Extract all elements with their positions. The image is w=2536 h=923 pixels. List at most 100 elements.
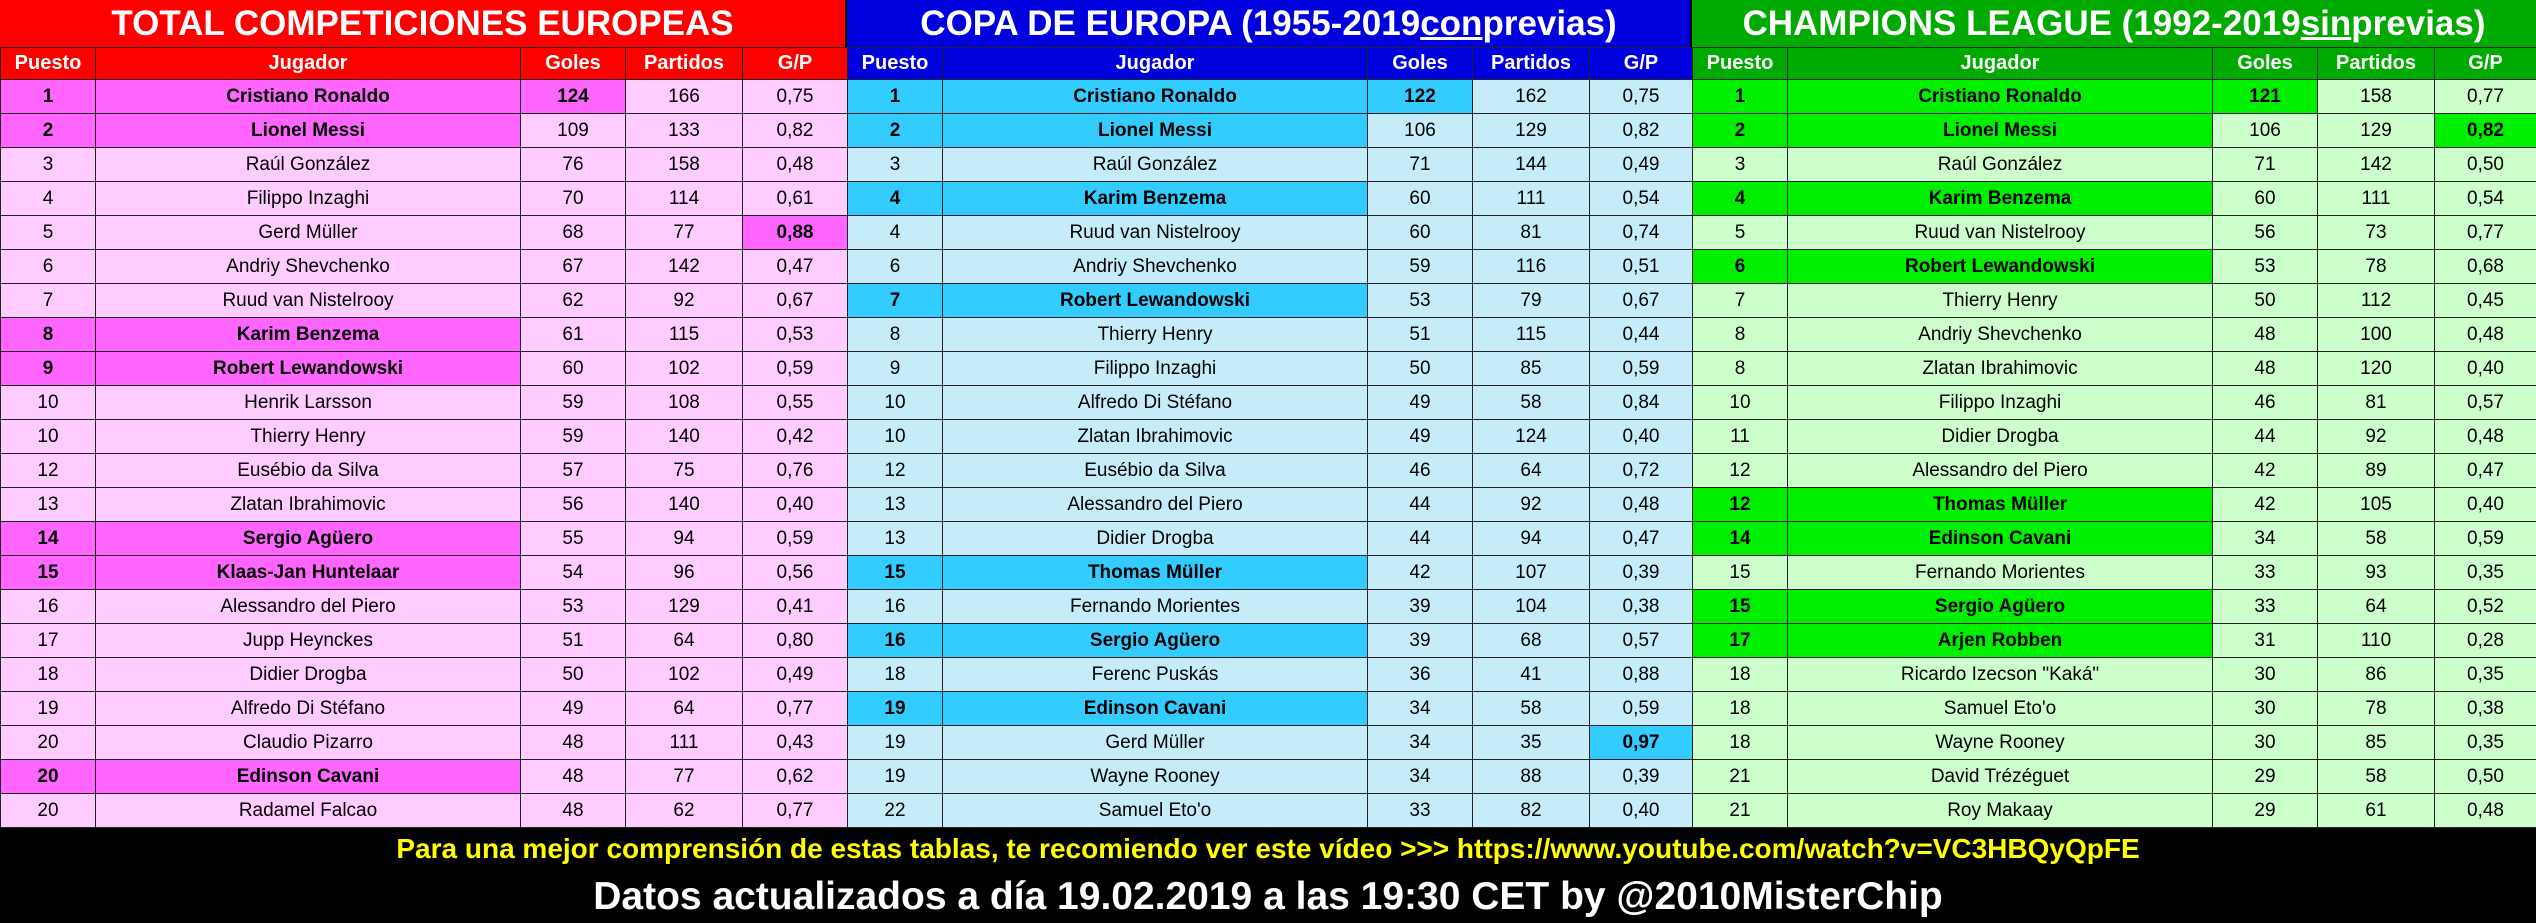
panel-total-competiciones: TOTAL COMPETICIONES EUROPEAS Puesto Juga… (0, 0, 848, 828)
table-row: 13 Zlatan Ibrahimovic 56 140 0,40 (0, 487, 848, 522)
rank-cell: 4 (0, 181, 96, 216)
goals-cell: 59 (520, 419, 626, 454)
rank-cell: 10 (847, 419, 943, 454)
rank-cell: 3 (0, 147, 96, 182)
matches-cell: 96 (625, 555, 743, 590)
goals-per-match-cell: 0,45 (2434, 283, 2536, 318)
table-row: 4 Filippo Inzaghi 70 114 0,61 (0, 181, 848, 216)
table-row: 20 Radamel Falcao 48 62 0,77 (0, 793, 848, 828)
player-name-cell: Thomas Müller (942, 555, 1368, 590)
player-name-cell: Alessandro del Piero (942, 487, 1368, 522)
matches-cell: 92 (1472, 487, 1590, 522)
goals-per-match-cell: 0,48 (2434, 317, 2536, 352)
rank-cell: 18 (1692, 691, 1788, 726)
matches-cell: 64 (625, 623, 743, 658)
goals-cell: 55 (520, 521, 626, 556)
goals-per-match-cell: 0,44 (1589, 317, 1693, 352)
player-name-cell: Edinson Cavani (1787, 521, 2213, 556)
table-row: 11 Didier Drogba 44 92 0,48 (1692, 419, 2536, 454)
goals-per-match-cell: 0,80 (742, 623, 848, 658)
goals-cell: 50 (1367, 351, 1473, 386)
table-row: 19 Edinson Cavani 34 58 0,59 (847, 691, 1693, 726)
player-name-cell: Andriy Shevchenko (942, 249, 1368, 284)
rank-cell: 13 (847, 487, 943, 522)
matches-cell: 64 (2317, 589, 2435, 624)
rank-cell: 4 (847, 181, 943, 216)
matches-cell: 111 (2317, 181, 2435, 216)
video-recommendation: Para una mejor comprensión de estas tabl… (396, 833, 2140, 864)
player-name-cell: Raúl González (95, 147, 521, 182)
matches-cell: 75 (625, 453, 743, 488)
goals-cell: 71 (2212, 147, 2318, 182)
player-name-cell: Filippo Inzaghi (942, 351, 1368, 386)
header-gp: G/P (1589, 47, 1693, 80)
goals-per-match-cell: 0,42 (742, 419, 848, 454)
table-row: 13 Didier Drogba 44 94 0,47 (847, 521, 1693, 556)
table-row: 1 Cristiano Ronaldo 121 158 0,77 (1692, 79, 2536, 114)
table-row: 5 Gerd Müller 68 77 0,88 (0, 215, 848, 250)
matches-cell: 129 (2317, 113, 2435, 148)
goals-per-match-cell: 0,47 (2434, 453, 2536, 488)
goals-per-match-cell: 0,50 (2434, 759, 2536, 794)
table-row: 4 Karim Benzema 60 111 0,54 (1692, 181, 2536, 216)
player-name-cell: Andriy Shevchenko (1787, 317, 2213, 352)
table-row: 18 Wayne Rooney 30 85 0,35 (1692, 725, 2536, 760)
goals-per-match-cell: 0,82 (1589, 113, 1693, 148)
table-row: 1 Cristiano Ronaldo 122 162 0,75 (847, 79, 1693, 114)
player-name-cell: Wayne Rooney (1787, 725, 2213, 760)
goals-cell: 122 (1367, 79, 1473, 114)
rank-cell: 16 (0, 589, 96, 624)
matches-cell: 107 (1472, 555, 1590, 590)
goals-per-match-cell: 0,88 (1589, 657, 1693, 692)
header-partidos: Partidos (2317, 47, 2435, 80)
goals-cell: 33 (1367, 793, 1473, 828)
goals-per-match-cell: 0,55 (742, 385, 848, 420)
rank-cell: 9 (0, 351, 96, 386)
header-jugador: Jugador (942, 47, 1368, 80)
player-name-cell: Filippo Inzaghi (1787, 385, 2213, 420)
matches-cell: 120 (2317, 351, 2435, 386)
rank-cell: 22 (847, 793, 943, 828)
rank-cell: 3 (847, 147, 943, 182)
goals-cell: 51 (1367, 317, 1473, 352)
rank-cell: 14 (0, 521, 96, 556)
goals-cell: 34 (1367, 759, 1473, 794)
goals-cell: 34 (1367, 725, 1473, 760)
goals-cell: 61 (520, 317, 626, 352)
goals-per-match-cell: 0,59 (2434, 521, 2536, 556)
table-row: 10 Thierry Henry 59 140 0,42 (0, 419, 848, 454)
goals-per-match-cell: 0,67 (742, 283, 848, 318)
matches-cell: 158 (2317, 79, 2435, 114)
player-name-cell: Lionel Messi (1787, 113, 2213, 148)
goals-per-match-cell: 0,35 (2434, 657, 2536, 692)
table-row: 15 Klaas-Jan Huntelaar 54 96 0,56 (0, 555, 848, 590)
goals-per-match-cell: 0,40 (2434, 351, 2536, 386)
goals-cell: 62 (520, 283, 626, 318)
table-row: 14 Edinson Cavani 34 58 0,59 (1692, 521, 2536, 556)
matches-cell: 108 (625, 385, 743, 420)
goals-cell: 60 (520, 351, 626, 386)
player-name-cell: Sergio Agüero (95, 521, 521, 556)
player-name-cell: Henrik Larsson (95, 385, 521, 420)
table-row: 22 Samuel Eto'o 33 82 0,40 (847, 793, 1693, 828)
panel-champions-league: CHAMPIONS LEAGUE (1992-2019 sin previas)… (1692, 0, 2536, 828)
table-header-row: Puesto Jugador Goles Partidos G/P (0, 47, 848, 80)
rank-cell: 1 (1692, 79, 1788, 114)
ranking-table: Puesto Jugador Goles Partidos G/P 1 Crist… (1692, 47, 2536, 828)
goals-cell: 34 (1367, 691, 1473, 726)
header-partidos: Partidos (1472, 47, 1590, 80)
goals-per-match-cell: 0,39 (1589, 759, 1693, 794)
matches-cell: 58 (1472, 691, 1590, 726)
goals-per-match-cell: 0,77 (2434, 215, 2536, 250)
matches-cell: 58 (2317, 521, 2435, 556)
goals-cell: 57 (520, 453, 626, 488)
player-name-cell: Jupp Heynckes (95, 623, 521, 658)
rank-cell: 8 (0, 317, 96, 352)
table-row: 3 Raúl González 71 144 0,49 (847, 147, 1693, 182)
table-row: 8 Thierry Henry 51 115 0,44 (847, 317, 1693, 352)
goals-per-match-cell: 0,56 (742, 555, 848, 590)
goals-cell: 48 (520, 793, 626, 828)
matches-cell: 115 (625, 317, 743, 352)
matches-cell: 110 (2317, 623, 2435, 658)
goals-cell: 60 (1367, 181, 1473, 216)
